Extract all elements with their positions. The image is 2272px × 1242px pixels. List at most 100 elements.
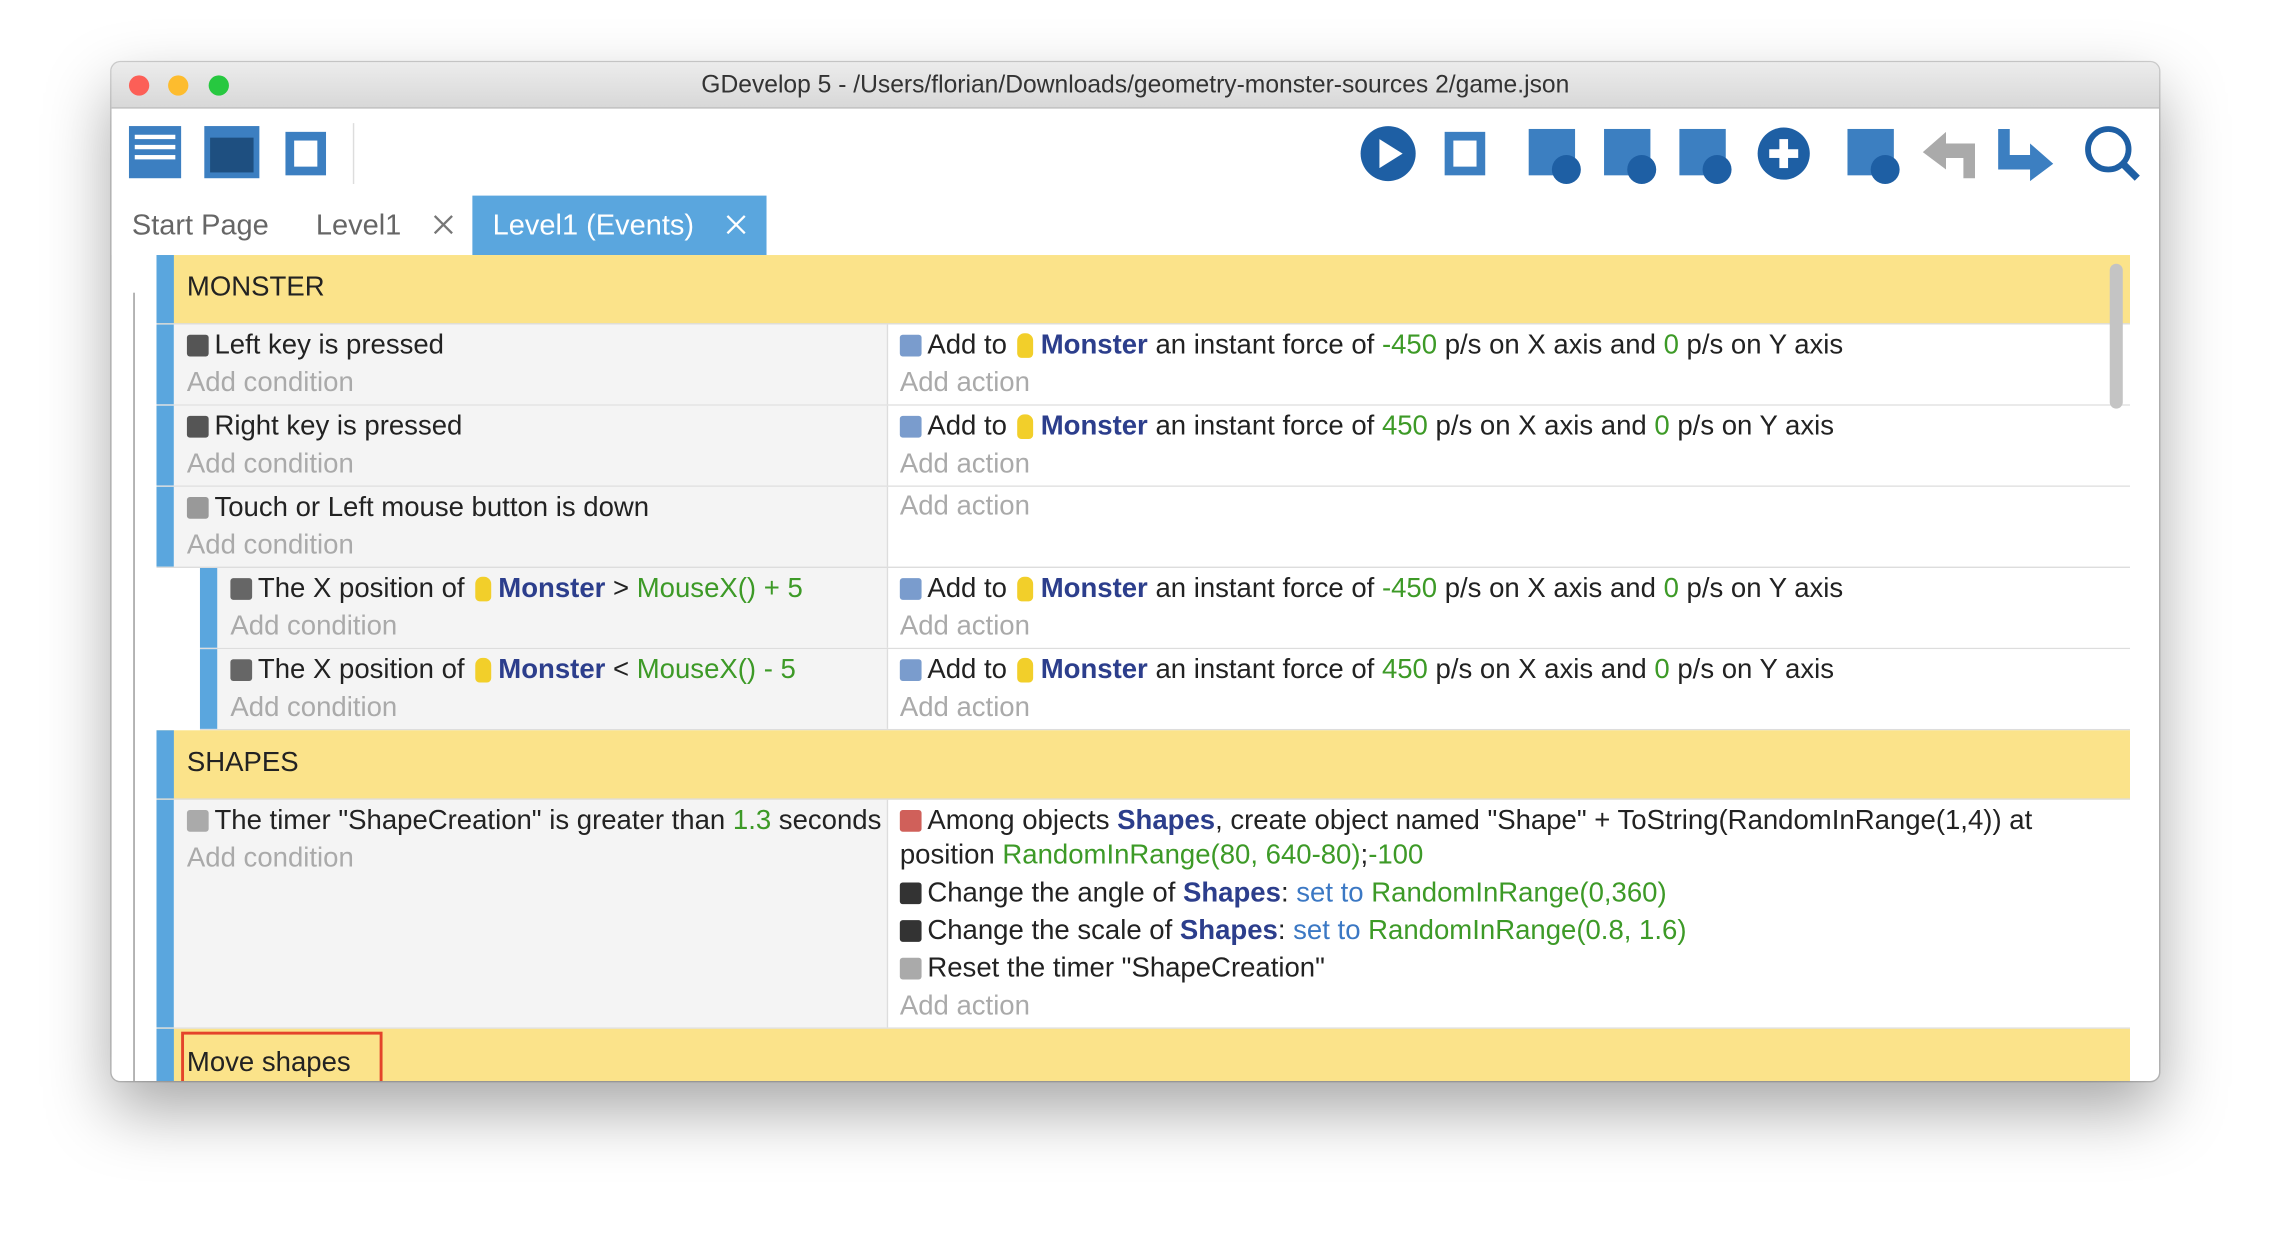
instruction-icon [186, 497, 209, 519]
text: > [605, 573, 637, 605]
scrollbar[interactable] [2109, 263, 2123, 409]
value-text: MouseX() + 5 [636, 573, 803, 605]
redo-button[interactable] [1998, 128, 2054, 182]
group-label: SHAPES [186, 747, 299, 779]
tab[interactable]: Start Page [112, 196, 290, 255]
instruction[interactable]: Add to Monster an instant force of -450 … [899, 329, 2119, 364]
object-text: Shapes [1182, 878, 1281, 909]
value-text: RandomInRange(80, 640-80) [1002, 840, 1361, 871]
text: Change the scale of [927, 915, 1180, 947]
add-condition[interactable]: Add condition [186, 530, 354, 561]
add-action[interactable]: Add action [899, 991, 1030, 1022]
add-other-button[interactable] [1757, 127, 1810, 180]
add-condition[interactable]: Add condition [230, 611, 398, 642]
group-row: MONSTER [156, 255, 2131, 325]
text: : [1277, 915, 1294, 947]
value-text: -450 [1381, 573, 1438, 605]
undo-button[interactable] [1922, 131, 1975, 179]
network-preview-button[interactable] [1444, 131, 1486, 176]
tab-close[interactable] [726, 214, 746, 235]
event-row: The X position of Monster > MouseX() + 5… [199, 568, 2131, 650]
toolbar [111, 108, 2160, 196]
value-text: 0 [1663, 573, 1679, 605]
preview-button[interactable] [1360, 126, 1416, 182]
instruction-icon [186, 809, 209, 832]
object-text: Monster [498, 654, 606, 686]
add-action[interactable]: Add action [899, 368, 1030, 399]
value-text: -450 [1381, 330, 1438, 361]
instruction[interactable]: Change the scale of Shapes: set to Rando… [899, 914, 2119, 949]
add-condition[interactable]: Add condition [186, 843, 354, 874]
conditions: The timer "ShapeCreation" is greater tha… [173, 799, 889, 1028]
text: Add to [927, 411, 1015, 442]
add-action[interactable]: Add action [899, 692, 1030, 724]
delete-button[interactable] [1847, 128, 1900, 185]
text: Change the angle of [927, 878, 1183, 909]
text: an instant force of [1147, 330, 1382, 361]
instruction[interactable]: The X position of Monster > MouseX() + 5 [230, 572, 886, 607]
instruction[interactable]: Add to Monster an instant force of -450 … [899, 572, 2119, 607]
close-button[interactable] [128, 75, 150, 96]
actions: Add to Monster an instant force of 450 p… [888, 649, 2131, 729]
zoom-button[interactable] [208, 75, 229, 96]
instruction[interactable]: The timer "ShapeCreation" is greater tha… [186, 804, 887, 839]
text: an instant force of [1147, 654, 1382, 686]
text: an instant force of [1147, 573, 1382, 605]
instruction[interactable]: Among objects Shapes, create object name… [899, 804, 2119, 874]
tab-close[interactable] [433, 214, 453, 235]
operator-text: set to [1293, 915, 1361, 947]
text: < [605, 654, 637, 686]
text: p/s on Y axis [1669, 411, 1835, 442]
value-text: 0 [1654, 654, 1670, 686]
add-condition[interactable]: Add condition [186, 449, 354, 480]
instruction[interactable]: Change the angle of Shapes: set to Rando… [899, 877, 2119, 912]
add-action[interactable]: Add action [899, 491, 1030, 522]
minimize-button[interactable] [168, 75, 189, 96]
add-action[interactable]: Add action [899, 611, 1030, 642]
instruction[interactable]: Reset the timer "ShapeCreation" [899, 952, 2119, 987]
add-sub-event-button[interactable] [1604, 128, 1657, 185]
instruction[interactable]: Touch or Left mouse button is down [186, 491, 887, 526]
instruction[interactable]: Right key is pressed [186, 410, 887, 445]
object-text: Monster [1040, 573, 1148, 605]
object-thumbnail [475, 657, 492, 683]
instruction-icon [899, 920, 922, 942]
instruction[interactable]: The X position of Monster < MouseX() - 5 [230, 653, 886, 688]
instruction[interactable]: Add to Monster an instant force of 450 p… [899, 653, 2119, 688]
instruction[interactable]: Add to Monster an instant force of 450 p… [899, 410, 2119, 445]
text: Among objects [927, 805, 1118, 837]
tab-bar: Start Page Level1 Level1 (Events) [111, 195, 2160, 256]
add-comment-button[interactable] [1679, 128, 1732, 185]
scene-button[interactable] [204, 126, 260, 179]
project-manager-button[interactable] [128, 126, 182, 179]
text: Right key is pressed [214, 411, 463, 442]
object-text: Shapes [1179, 915, 1278, 947]
add-condition[interactable]: Add condition [230, 692, 398, 724]
event-row: Right key is pressed Add condition Add to … [156, 405, 2131, 487]
text: p/s on Y axis [1669, 654, 1835, 686]
text: p/s on X axis and [1427, 411, 1655, 442]
instruction-icon [899, 882, 922, 905]
event-bar [199, 649, 218, 729]
value-text: -100 [1368, 840, 1424, 871]
conditions: Left key is pressed Add condition [173, 324, 889, 405]
window-title: GDevelop 5 - /Users/florian/Downloads/ge… [701, 71, 1570, 99]
value-text: RandomInRange(0.8, 1.6) [1368, 915, 1687, 947]
instruction-icon [899, 957, 922, 980]
text: Add to [927, 654, 1015, 686]
tab[interactable]: Level1 [296, 196, 474, 255]
tab[interactable]: Level1 (Events) [472, 195, 767, 256]
search-button[interactable] [2085, 126, 2140, 181]
tree-line [133, 292, 135, 1081]
actions: Add to Monster an instant force of 450 p… [888, 405, 2131, 486]
debugger-button[interactable] [285, 131, 327, 176]
conditions: The X position of Monster < MouseX() - 5… [217, 649, 889, 729]
group-label: MONSTER [186, 272, 325, 303]
add-condition[interactable]: Add condition [186, 368, 354, 399]
add-action[interactable]: Add action [899, 449, 1030, 480]
object-text: Monster [1040, 330, 1148, 361]
add-event-button[interactable] [1528, 128, 1581, 185]
instruction[interactable]: Left key is pressed [186, 329, 887, 364]
object-text: Monster [1040, 654, 1148, 686]
